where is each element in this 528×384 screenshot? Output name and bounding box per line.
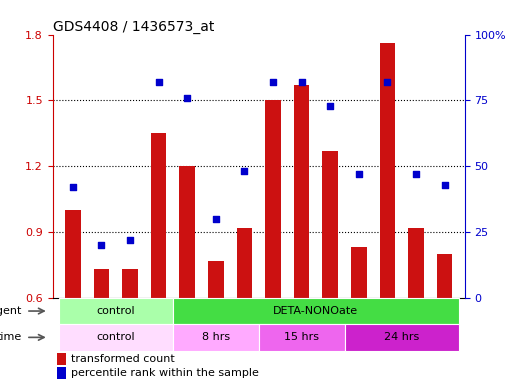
Point: [183, 95, 192, 101]
Point: [297, 79, 306, 85]
Bar: [65, 210, 81, 298]
Bar: [57, 367, 66, 379]
Text: GDS4408 / 1436573_at: GDS4408 / 1436573_at: [53, 20, 214, 33]
Text: 8 hrs: 8 hrs: [202, 333, 230, 343]
Bar: [437, 254, 452, 298]
Point: [126, 237, 134, 243]
Bar: [151, 133, 166, 298]
Point: [440, 182, 449, 188]
Bar: [59, 298, 173, 324]
Bar: [180, 166, 195, 298]
Bar: [351, 247, 366, 298]
Text: DETA-NONOate: DETA-NONOate: [274, 306, 359, 316]
Bar: [59, 324, 173, 351]
Point: [212, 216, 220, 222]
Text: control: control: [97, 306, 135, 316]
Bar: [294, 85, 309, 298]
Text: agent: agent: [0, 306, 22, 316]
Text: transformed count: transformed count: [71, 354, 175, 364]
Point: [383, 79, 392, 85]
Bar: [173, 324, 259, 351]
Bar: [344, 324, 459, 351]
Point: [97, 242, 106, 248]
Text: time: time: [0, 333, 22, 343]
Bar: [122, 269, 138, 298]
Point: [355, 171, 363, 177]
Bar: [408, 228, 424, 298]
Point: [269, 79, 277, 85]
Bar: [380, 43, 395, 298]
Text: 15 hrs: 15 hrs: [284, 333, 319, 343]
Point: [326, 103, 334, 109]
Bar: [57, 354, 66, 365]
Text: percentile rank within the sample: percentile rank within the sample: [71, 368, 259, 378]
Point: [240, 169, 249, 175]
Text: control: control: [97, 333, 135, 343]
Bar: [93, 269, 109, 298]
Text: 24 hrs: 24 hrs: [384, 333, 419, 343]
Bar: [323, 151, 338, 298]
Point: [69, 184, 77, 190]
Point: [412, 171, 420, 177]
Bar: [237, 228, 252, 298]
Bar: [173, 298, 459, 324]
Bar: [208, 261, 224, 298]
Bar: [265, 100, 281, 298]
Point: [154, 79, 163, 85]
Bar: [259, 324, 344, 351]
